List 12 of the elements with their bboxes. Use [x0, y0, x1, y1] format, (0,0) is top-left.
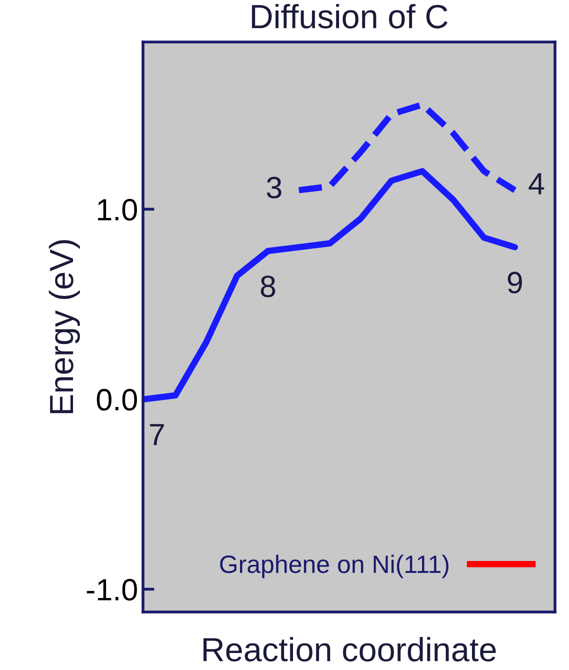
annotation: 4	[528, 173, 544, 194]
x-axis-title: Reaction coordinate	[204, 637, 496, 662]
y-axis-title: Energy (eV)	[48, 240, 80, 414]
y-tick-label: -1.0	[86, 578, 137, 601]
annotation: 9	[508, 272, 522, 294]
legend-label: Graphene on Ni(111)	[220, 554, 448, 578]
annotation: 7	[150, 424, 164, 446]
chart-title: Diffusion of C	[252, 4, 448, 28]
annotation: 8	[260, 276, 276, 298]
annotation: 3	[266, 176, 282, 198]
y-tick-label: 0.0	[96, 388, 137, 411]
y-tick-label: 1.0	[98, 198, 137, 221]
